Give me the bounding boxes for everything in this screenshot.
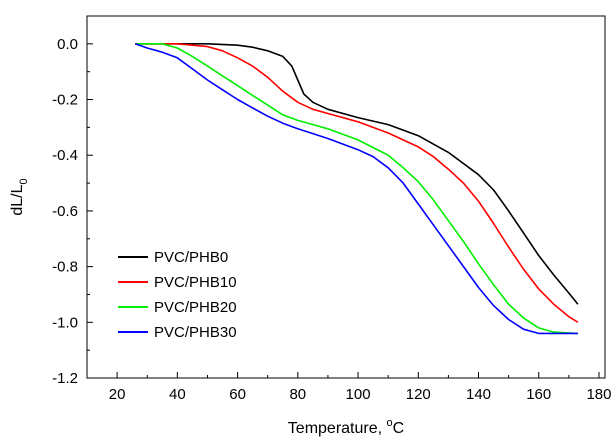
legend-label: PVC/PHB10	[154, 274, 237, 291]
plot-area	[86, 15, 606, 379]
series-line	[134, 43, 578, 335]
y-tick-label: -0.8	[52, 259, 78, 276]
x-tick-label: 160	[526, 386, 551, 403]
y-axis-title-main: dL/L	[9, 184, 26, 215]
y-tick-label: 0.0	[57, 36, 78, 53]
series-line	[135, 42, 578, 335]
x-tick-label: 120	[406, 386, 431, 403]
legend-label: PVC/PHB20	[154, 299, 237, 316]
plot-frame	[86, 15, 606, 379]
y-tick-label: -1.2	[52, 370, 78, 387]
y-axis: 0.0 -0.2 -0.4 -0.6 -0.8 -1.0 -1.2	[52, 36, 93, 387]
x-axis-title-unit: C	[393, 420, 405, 437]
x-tick-label: 60	[229, 386, 246, 403]
x-tick-label: 20	[109, 386, 126, 403]
x-axis-title-main: Temperature,	[288, 420, 387, 437]
x-tick-label: 100	[346, 386, 371, 403]
x-tick-label: 40	[169, 386, 186, 403]
x-tick-label: 80	[289, 386, 306, 403]
y-axis-title-sub: 0	[18, 178, 30, 184]
legend-label: PVC/PHB30	[154, 324, 237, 341]
y-tick-label: -0.4	[52, 147, 78, 164]
y-axis-title: dL/L0	[9, 178, 30, 215]
series-line	[135, 42, 579, 323]
series-line	[135, 42, 579, 305]
y-tick-label: -0.6	[52, 203, 78, 220]
legend-label: PVC/PHB0	[154, 249, 228, 266]
x-tick-label: 180	[586, 386, 611, 403]
x-tick-label: 140	[466, 386, 491, 403]
x-axis-title: Temperature, oC	[288, 417, 404, 437]
x-axis-title-degree: o	[387, 417, 393, 429]
y-tick-label: -1.0	[52, 314, 78, 331]
series-lines	[134, 42, 579, 335]
y-tick-label: -0.2	[52, 92, 78, 109]
x-axis: 20 40 60 80 100 120 140 160 180	[109, 372, 611, 403]
legend: PVC/PHB0 PVC/PHB10 PVC/PHB20 PVC/PHB30	[118, 249, 237, 341]
